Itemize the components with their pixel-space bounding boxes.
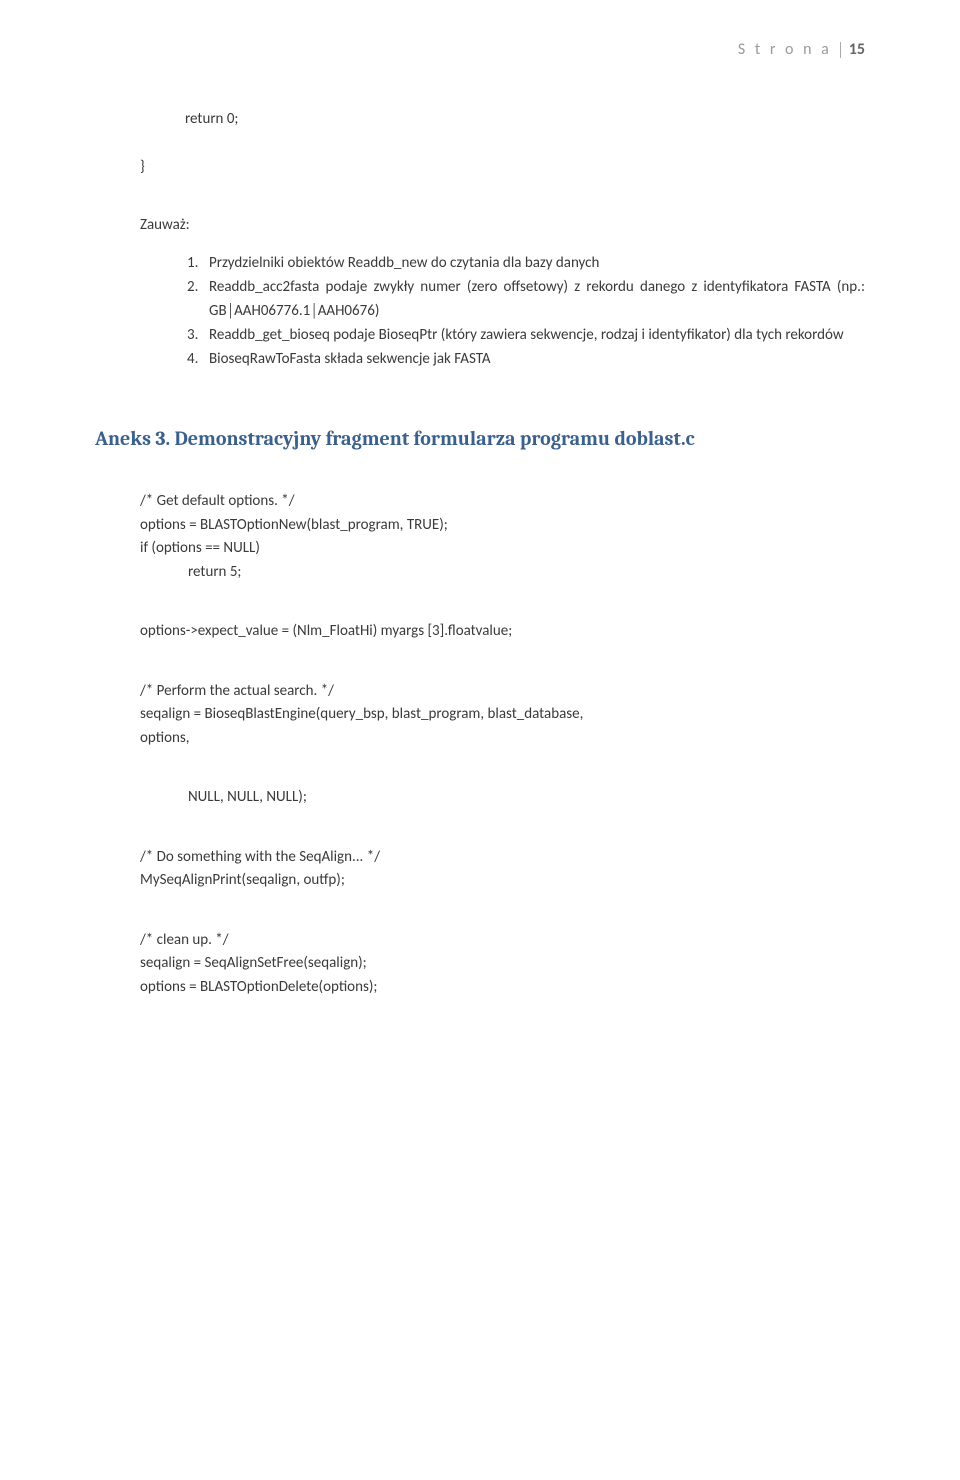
header-label: S t r o n a [738, 40, 832, 59]
list-item: 1. Przydzielniki obiektów Readdb_new do … [187, 252, 865, 275]
code-line: options, [140, 727, 865, 750]
list-number: 3. [187, 324, 209, 347]
notice-title: Zauważ: [140, 216, 865, 234]
list-item: 3. Readdb_get_bioseq podaje BioseqPtr (k… [187, 324, 865, 347]
page-content: return 0; } Zauważ: 1. Przydzielniki obi… [95, 110, 865, 998]
code-line: options->expect_value = (Nlm_FloatHi) my… [140, 620, 865, 643]
code-line: options = BLASTOptionNew(blast_program, … [140, 514, 865, 537]
code-line: /* Get default options. */ [140, 490, 865, 513]
list-item: 4. BioseqRawToFasta składa sekwencje jak… [187, 348, 865, 371]
code-line: /* Do something with the SeqAlign... */ [140, 846, 865, 869]
code-line: MySeqAlignPrint(seqalign, outfp); [140, 869, 865, 892]
numbered-list: 1. Przydzielniki obiektów Readdb_new do … [187, 252, 865, 371]
code-line: if (options == NULL) [140, 537, 865, 560]
list-number: 4. [187, 348, 209, 371]
code-line: seqalign = BioseqBlastEngine(query_bsp, … [140, 703, 865, 726]
code-line: options = BLASTOptionDelete(options); [140, 976, 865, 999]
code-line: seqalign = SeqAlignSetFree(seqalign); [140, 952, 865, 975]
code-line: NULL, NULL, NULL); [188, 786, 865, 809]
list-item: 2. Readdb_acc2fasta podaje zwykły numer … [187, 276, 865, 323]
code-line: /* Perform the actual search. */ [140, 680, 865, 703]
page-header: S t r o n a 15 [738, 40, 865, 59]
list-text: Przydzielniki obiektów Readdb_new do czy… [209, 252, 865, 275]
code-block: /* Get default options. */ options = BLA… [140, 490, 865, 998]
list-text: BioseqRawToFasta składa sekwencje jak FA… [209, 348, 865, 371]
list-number: 1. [187, 252, 209, 275]
header-divider [840, 42, 841, 58]
list-number: 2. [187, 276, 209, 323]
code-line: /* clean up. */ [140, 929, 865, 952]
section-heading: Aneks 3. Demonstracyjny fragment formula… [95, 427, 865, 450]
code-closing-brace: } [140, 158, 865, 176]
page-number: 15 [849, 40, 865, 59]
code-line: return 5; [188, 561, 865, 584]
code-return-line: return 0; [185, 110, 865, 128]
list-text: Readdb_acc2fasta podaje zwykły numer (ze… [209, 276, 865, 323]
list-text: Readdb_get_bioseq podaje BioseqPtr (któr… [209, 324, 865, 347]
